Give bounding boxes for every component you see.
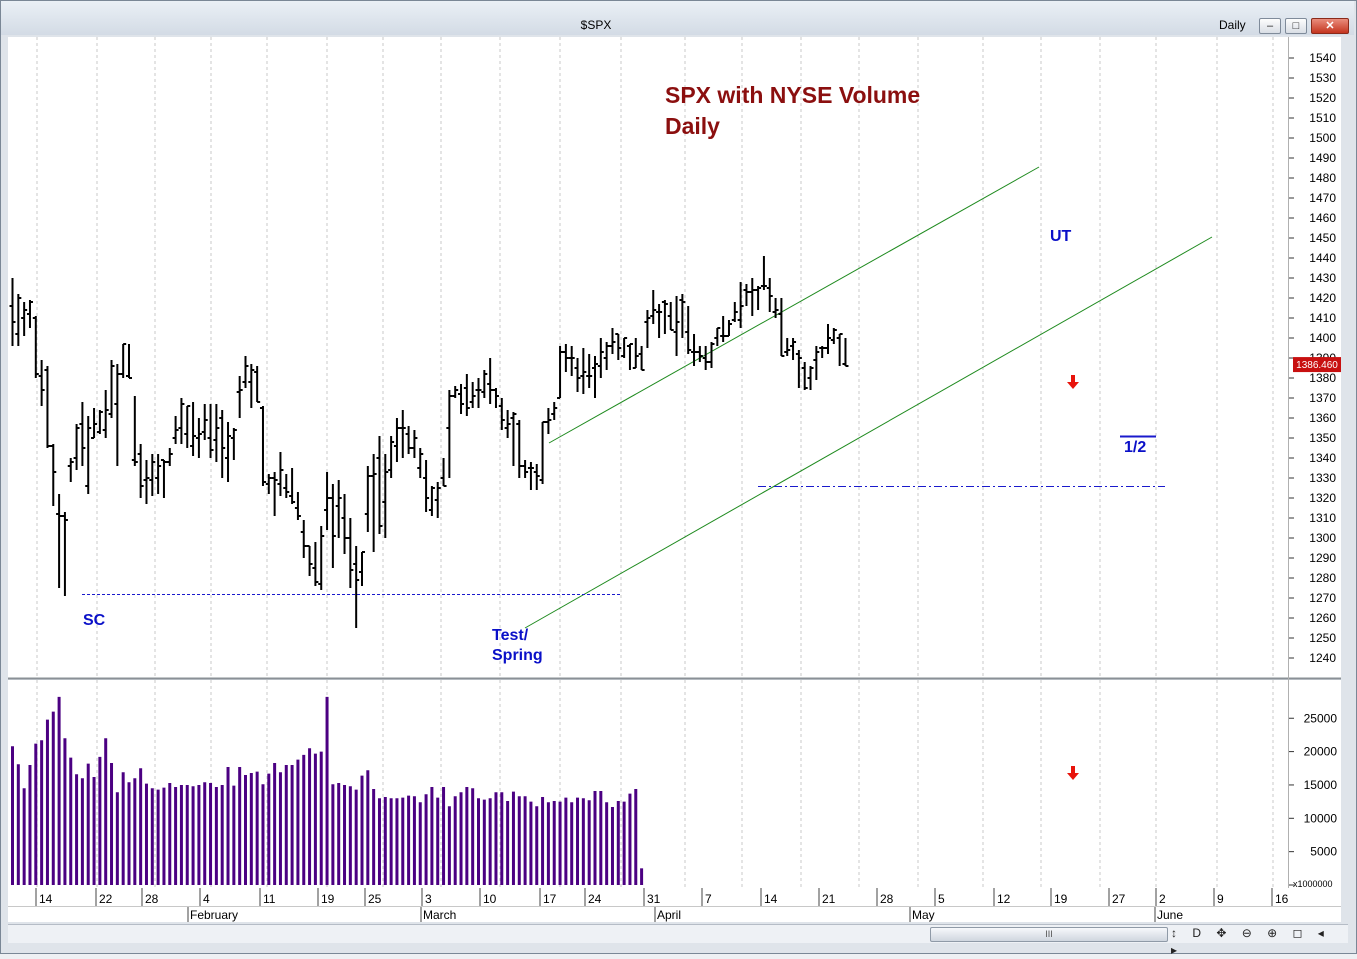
minimize-button[interactable]: –	[1259, 18, 1281, 34]
price-axis-label-1450: 1450	[1309, 231, 1336, 245]
month-axis-label-1: March	[423, 908, 456, 922]
annotation-test-spring: Test/Spring	[492, 626, 543, 666]
volume-axis-label-5000: 5000	[1310, 845, 1337, 859]
price-axis-label-1500: 1500	[1309, 131, 1336, 145]
date-axis-label-19: 27	[1112, 892, 1126, 906]
price-axis-label-1520: 1520	[1309, 91, 1336, 105]
annotation-sc: SC	[83, 612, 106, 629]
date-axis-label-14: 21	[822, 892, 836, 906]
price-axis-label-1380: 1380	[1309, 371, 1336, 385]
price-axis-label-1370: 1370	[1309, 391, 1336, 405]
last-price-box	[1293, 357, 1341, 373]
date-axis-label-17: 12	[997, 892, 1011, 906]
down-arrow-volume-head	[1067, 773, 1079, 780]
price-axis-label-1480: 1480	[1309, 171, 1336, 185]
date-axis-label-1: 22	[99, 892, 113, 906]
down-arrow-price-head	[1067, 382, 1079, 389]
channel-upper-line	[548, 166, 1040, 444]
price-axis-label-1300: 1300	[1309, 531, 1336, 545]
price-axis-label-1540: 1540	[1309, 51, 1336, 65]
window-titlebar[interactable]: $SPX Daily – □ ✕	[1, 1, 1354, 35]
date-axis-label-4: 11	[263, 892, 276, 906]
date-axis-label-0: 14	[39, 892, 53, 906]
chart-title: SPX with NYSE Volume Daily	[665, 80, 920, 142]
date-axis-label-7: 3	[425, 892, 432, 906]
volume-axis-label-20000: 20000	[1304, 745, 1338, 759]
date-axis-label-6: 25	[368, 892, 382, 906]
price-axis-label-1340: 1340	[1309, 451, 1336, 465]
volume-axis-label-10000: 10000	[1304, 811, 1338, 825]
month-axis-label-4: June	[1157, 908, 1183, 922]
volume-axis-label-15000: 15000	[1304, 778, 1338, 792]
annotation-ut: UT	[1050, 228, 1072, 245]
price-axis-label-1490: 1490	[1309, 151, 1336, 165]
price-axis-label-1270: 1270	[1309, 591, 1336, 605]
date-axis-label-16: 5	[938, 892, 945, 906]
window-title: $SPX	[580, 18, 612, 32]
date-axis-label-12: 7	[705, 892, 712, 906]
horizontal-scrollbar[interactable]: III ↕ D ✥ ⊖ ⊕ ◻ ◂ ▸	[8, 924, 1348, 957]
price-axis-label-1470: 1470	[1309, 191, 1336, 205]
scrollbar-thumb[interactable]: III	[930, 927, 1168, 942]
price-axis-label-1330: 1330	[1309, 471, 1336, 485]
date-axis-label-8: 10	[483, 892, 497, 906]
price-axis-label-1250: 1250	[1309, 631, 1336, 645]
price-axis-label-1280: 1280	[1309, 571, 1336, 585]
date-axis-label-21: 9	[1217, 892, 1224, 906]
price-axis-label-1440: 1440	[1309, 251, 1336, 265]
price-axis-label-1410: 1410	[1309, 311, 1336, 325]
last-price-label: 1386.460	[1296, 360, 1338, 371]
price-axis-label-1290: 1290	[1309, 551, 1336, 565]
chart-toolbar-controls[interactable]: ↕ D ✥ ⊖ ⊕ ◻ ◂ ▸	[1171, 926, 1330, 957]
price-axis-label-1240: 1240	[1309, 651, 1336, 665]
price-axis-label-1310: 1310	[1309, 511, 1336, 525]
date-axis-label-11: 31	[647, 892, 661, 906]
timeframe-label[interactable]: Daily	[1219, 18, 1246, 32]
month-axis-label-0: February	[190, 908, 238, 922]
date-axis-label-2: 28	[145, 892, 159, 906]
price-axis-label-1320: 1320	[1309, 491, 1336, 505]
channel-lower-line	[524, 236, 1213, 629]
date-axis-label-5: 19	[321, 892, 335, 906]
down-arrow-volume-shaft	[1071, 766, 1075, 773]
price-axis-label-1420: 1420	[1309, 291, 1336, 305]
price-axis-label-1260: 1260	[1309, 611, 1336, 625]
maximize-button[interactable]: □	[1285, 18, 1307, 34]
chart-title-line1: SPX with NYSE Volume	[665, 82, 921, 108]
date-axis-label-15: 28	[880, 892, 894, 906]
price-axis-label-1510: 1510	[1309, 111, 1336, 125]
annotation-spring: Spring	[492, 647, 543, 664]
month-axis-label-2: April	[657, 908, 681, 922]
close-button[interactable]: ✕	[1311, 18, 1349, 34]
annotation-half: 1/2	[1124, 439, 1147, 456]
annotation-test: Test/	[492, 627, 529, 644]
price-axis-label-1350: 1350	[1309, 431, 1336, 445]
price-axis-label-1400: 1400	[1309, 331, 1336, 345]
date-axis-label-22: 16	[1275, 892, 1289, 906]
month-axis-label-3: May	[912, 908, 935, 922]
price-axis-label-1460: 1460	[1309, 211, 1336, 225]
date-axis-label-3: 4	[203, 892, 210, 906]
date-axis	[8, 888, 1341, 922]
date-axis-label-18: 19	[1054, 892, 1068, 906]
date-axis-label-10: 24	[588, 892, 602, 906]
volume-axis	[1288, 680, 1341, 888]
price-pane	[8, 37, 1288, 678]
price-axis-label-1360: 1360	[1309, 411, 1336, 425]
volume-multiplier-label: x1000000	[1293, 879, 1333, 889]
volume-axis-label-25000: 25000	[1304, 711, 1338, 725]
date-axis-label-20: 2	[1159, 892, 1166, 906]
date-axis-label-13: 14	[764, 892, 778, 906]
price-axis-label-1530: 1530	[1309, 71, 1336, 85]
down-arrow-price-shaft	[1071, 375, 1075, 382]
price-axis-label-1430: 1430	[1309, 271, 1336, 285]
chart-title-line2: Daily	[665, 113, 720, 139]
date-axis-label-9: 17	[543, 892, 557, 906]
